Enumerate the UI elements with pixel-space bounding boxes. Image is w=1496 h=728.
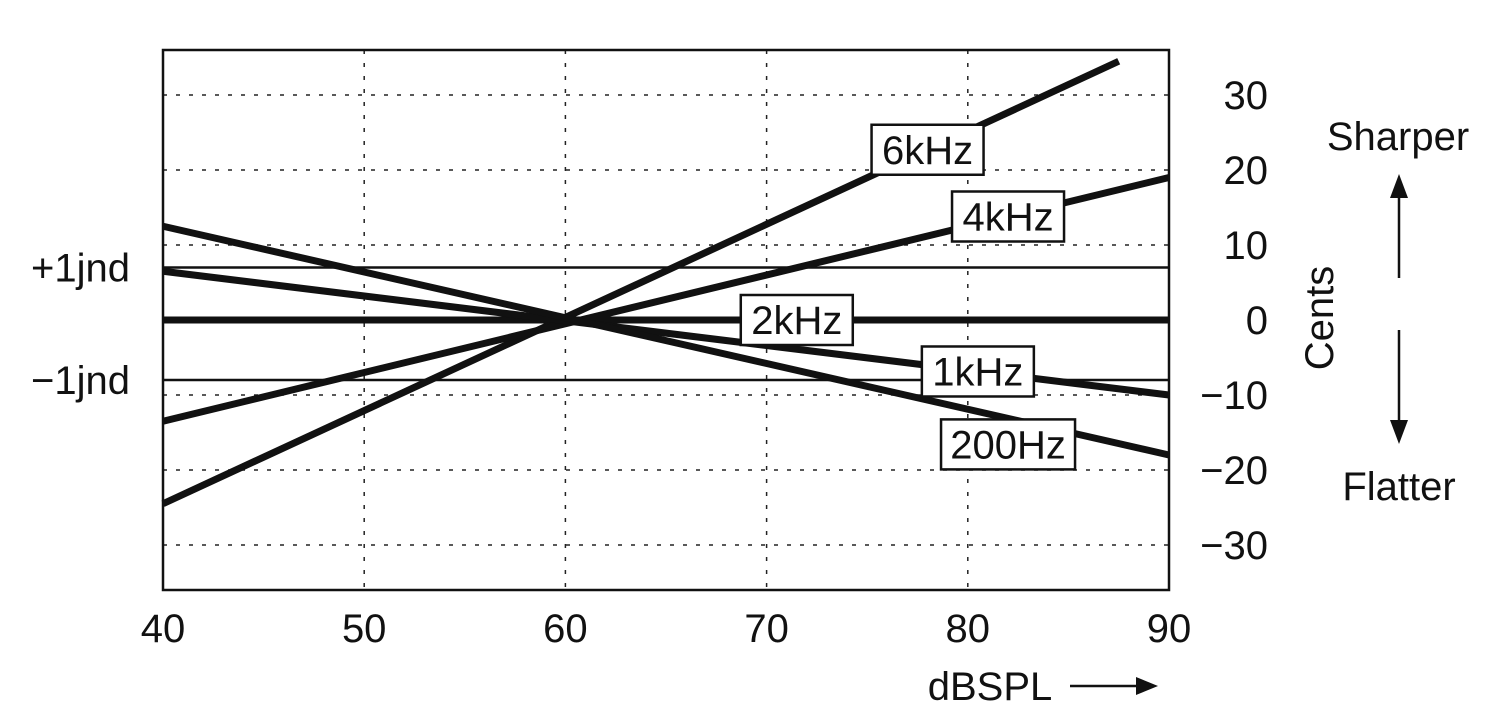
x-ticks: 40 50 60 70 80 90	[141, 607, 1192, 651]
x-tick-label: 80	[946, 607, 991, 651]
x-tick-label: 90	[1147, 607, 1192, 651]
x-tick-label: 60	[543, 607, 588, 651]
series-label-box	[920, 345, 1036, 398]
x-tick-label: 70	[744, 607, 789, 651]
series-label-200hz: 200Hz	[939, 418, 1077, 471]
series-labels: 6kHz 4kHz 2kHz 1kHz 200Hz	[739, 123, 1077, 471]
series-label-2khz: 2kHz	[739, 293, 855, 347]
jnd-label: +1jnd	[31, 247, 130, 291]
y-tick-label: 10	[1224, 224, 1269, 268]
x-tick-label: 40	[141, 607, 186, 651]
arrow-up-icon	[1390, 174, 1408, 278]
y-tick-label: −10	[1200, 374, 1268, 418]
series-label-6khz: 6kHz	[870, 123, 985, 176]
y-tick-label: 20	[1224, 149, 1269, 193]
x-axis-arrow-icon	[1070, 677, 1158, 695]
series-label-box	[939, 418, 1077, 471]
y-axis-label: Cents	[1298, 266, 1342, 371]
series-label-box	[950, 190, 1066, 243]
y-tick-label: 30	[1224, 74, 1269, 118]
jnd-label: −1jnd	[31, 359, 130, 403]
y-tick-label: −20	[1200, 449, 1268, 493]
direction-label-sharper: Sharper	[1327, 115, 1469, 159]
series-label-1khz: 1kHz	[920, 345, 1036, 398]
series-label-text: 4kHz	[962, 196, 1053, 240]
series-label-box	[870, 123, 985, 176]
series-label-box	[739, 293, 855, 347]
y-tick-label: −30	[1200, 524, 1268, 568]
y-tick-label: 0	[1246, 299, 1268, 343]
series-line-200hz	[162, 222, 1170, 459]
y-ticks: 30 20 10 0 −10 −20 −30	[1200, 74, 1268, 568]
series-label-4khz: 4kHz	[950, 190, 1066, 243]
series-label-text: 1kHz	[932, 350, 1023, 394]
series-label-text: 6kHz	[882, 129, 973, 173]
series-label-text: 2kHz	[751, 299, 842, 343]
x-tick-label: 50	[342, 607, 387, 651]
direction-label-flatter: Flatter	[1342, 465, 1455, 509]
x-axis-label: dBSPL	[928, 665, 1053, 709]
series-label-text: 200Hz	[950, 423, 1066, 467]
arrow-down-icon	[1390, 330, 1408, 444]
